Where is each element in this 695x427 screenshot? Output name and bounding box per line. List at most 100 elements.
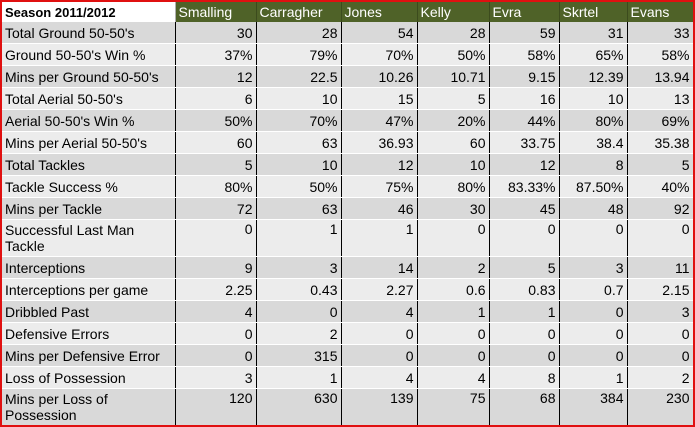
- table-cell[interactable]: 0: [175, 219, 257, 257]
- table-cell[interactable]: 0: [489, 322, 560, 345]
- table-cell[interactable]: 11: [627, 256, 693, 279]
- player-header-evra[interactable]: Evra: [489, 2, 560, 22]
- table-cell[interactable]: 0: [341, 344, 418, 367]
- table-cell[interactable]: 230: [627, 388, 693, 425]
- table-cell[interactable]: 5: [417, 87, 490, 110]
- table-cell[interactable]: 1: [341, 219, 418, 257]
- table-cell[interactable]: 4: [175, 300, 257, 323]
- table-cell[interactable]: 2: [627, 366, 693, 389]
- table-cell[interactable]: 31: [559, 22, 628, 44]
- table-cell[interactable]: 0: [175, 344, 257, 367]
- table-cell[interactable]: 139: [341, 388, 418, 425]
- table-cell[interactable]: 22.5: [256, 65, 342, 88]
- player-header-evans[interactable]: Evans: [627, 2, 693, 22]
- table-cell[interactable]: 33: [627, 22, 693, 44]
- table-cell[interactable]: 30: [175, 22, 257, 44]
- table-cell[interactable]: 10: [256, 87, 342, 110]
- table-cell[interactable]: 8: [559, 153, 628, 176]
- table-cell[interactable]: 50%: [417, 43, 490, 66]
- row-label[interactable]: Mins per Aerial 50-50's: [2, 131, 176, 154]
- table-cell[interactable]: 70%: [341, 43, 418, 66]
- table-cell[interactable]: 12.39: [559, 65, 628, 88]
- table-cell[interactable]: 0.43: [256, 278, 342, 301]
- table-cell[interactable]: 0: [489, 344, 560, 367]
- table-cell[interactable]: 10: [417, 153, 490, 176]
- table-cell[interactable]: 0: [559, 219, 628, 257]
- table-cell[interactable]: 13: [627, 87, 693, 110]
- table-cell[interactable]: 58%: [627, 43, 693, 66]
- table-cell[interactable]: 1: [417, 300, 490, 323]
- table-cell[interactable]: 20%: [417, 109, 490, 132]
- table-cell[interactable]: 68: [489, 388, 560, 425]
- table-cell[interactable]: 0: [559, 344, 628, 367]
- table-cell[interactable]: 9: [175, 256, 257, 279]
- table-cell[interactable]: 48: [559, 197, 628, 220]
- row-label[interactable]: Successful Last Man Tackle: [2, 219, 176, 257]
- row-label[interactable]: Ground 50-50's Win %: [2, 43, 176, 66]
- table-cell[interactable]: 4: [417, 366, 490, 389]
- table-cell[interactable]: 4: [341, 366, 418, 389]
- row-label[interactable]: Total Ground 50-50's: [2, 22, 176, 44]
- table-cell[interactable]: 16: [489, 87, 560, 110]
- table-cell[interactable]: 30: [417, 197, 490, 220]
- table-cell[interactable]: 50%: [175, 109, 257, 132]
- table-cell[interactable]: 0: [256, 300, 342, 323]
- table-cell[interactable]: 5: [489, 256, 560, 279]
- row-label[interactable]: Mins per Loss of Possession: [2, 388, 176, 425]
- table-cell[interactable]: 120: [175, 388, 257, 425]
- table-cell[interactable]: 80%: [175, 175, 257, 198]
- table-cell[interactable]: 28: [256, 22, 342, 44]
- table-cell[interactable]: 60: [175, 131, 257, 154]
- table-cell[interactable]: 0: [175, 322, 257, 345]
- table-cell[interactable]: 10: [559, 87, 628, 110]
- table-cell[interactable]: 1: [256, 366, 342, 389]
- row-label[interactable]: Interceptions: [2, 256, 176, 279]
- table-cell[interactable]: 14: [341, 256, 418, 279]
- table-cell[interactable]: 3: [175, 366, 257, 389]
- row-label[interactable]: Total Tackles: [2, 153, 176, 176]
- table-cell[interactable]: 5: [175, 153, 257, 176]
- table-cell[interactable]: 15: [341, 87, 418, 110]
- table-cell[interactable]: 45: [489, 197, 560, 220]
- table-cell[interactable]: 2.15: [627, 278, 693, 301]
- table-cell[interactable]: 33.75: [489, 131, 560, 154]
- player-header-smalling[interactable]: Smalling: [175, 2, 257, 22]
- table-cell[interactable]: 2: [417, 256, 490, 279]
- table-cell[interactable]: 79%: [256, 43, 342, 66]
- table-cell[interactable]: 12: [175, 65, 257, 88]
- table-cell[interactable]: 92: [627, 197, 693, 220]
- table-cell[interactable]: 87.50%: [559, 175, 628, 198]
- table-cell[interactable]: 0: [627, 219, 693, 257]
- table-cell[interactable]: 63: [256, 131, 342, 154]
- table-cell[interactable]: 384: [559, 388, 628, 425]
- table-cell[interactable]: 38.4: [559, 131, 628, 154]
- table-cell[interactable]: 0: [417, 322, 490, 345]
- table-cell[interactable]: 40%: [627, 175, 693, 198]
- table-cell[interactable]: 13.94: [627, 65, 693, 88]
- table-cell[interactable]: 80%: [559, 109, 628, 132]
- table-cell[interactable]: 12: [341, 153, 418, 176]
- table-cell[interactable]: 36.93: [341, 131, 418, 154]
- row-label[interactable]: Total Aerial 50-50's: [2, 87, 176, 110]
- table-cell[interactable]: 8: [489, 366, 560, 389]
- table-cell[interactable]: 70%: [256, 109, 342, 132]
- table-cell[interactable]: 1: [256, 219, 342, 257]
- table-cell[interactable]: 54: [341, 22, 418, 44]
- table-cell[interactable]: 315: [256, 344, 342, 367]
- table-cell[interactable]: 0: [417, 344, 490, 367]
- table-cell[interactable]: 75%: [341, 175, 418, 198]
- table-cell[interactable]: 630: [256, 388, 342, 425]
- table-cell[interactable]: 1: [559, 366, 628, 389]
- table-cell[interactable]: 0: [417, 219, 490, 257]
- table-cell[interactable]: 0: [559, 322, 628, 345]
- row-label[interactable]: Mins per Tackle: [2, 197, 176, 220]
- row-label[interactable]: Mins per Defensive Error: [2, 344, 176, 367]
- table-cell[interactable]: 28: [417, 22, 490, 44]
- table-cell[interactable]: 65%: [559, 43, 628, 66]
- table-cell[interactable]: 10.71: [417, 65, 490, 88]
- player-header-kelly[interactable]: Kelly: [417, 2, 490, 22]
- table-cell[interactable]: 0: [627, 344, 693, 367]
- row-label[interactable]: Aerial 50-50's Win %: [2, 109, 176, 132]
- player-header-carragher[interactable]: Carragher: [256, 2, 342, 22]
- table-cell[interactable]: 9.15: [489, 65, 560, 88]
